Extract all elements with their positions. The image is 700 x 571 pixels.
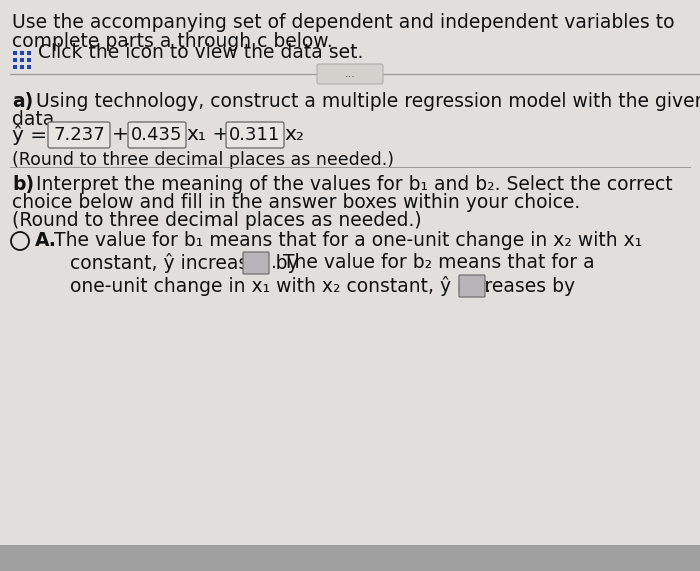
Text: x₁: x₁	[186, 126, 206, 144]
Text: (Round to three decimal places as needed.): (Round to three decimal places as needed…	[12, 151, 394, 169]
Bar	[12, 57, 17, 62]
Bar	[12, 50, 17, 55]
Bar	[19, 50, 24, 55]
Text: . The value for b₂ means that for a: . The value for b₂ means that for a	[271, 254, 594, 272]
Bar	[0, 545, 700, 571]
Text: 7.237: 7.237	[53, 126, 105, 144]
Text: ...: ...	[344, 69, 356, 79]
FancyBboxPatch shape	[128, 122, 186, 148]
Text: 0.311: 0.311	[230, 126, 281, 144]
Text: 0.435: 0.435	[132, 126, 183, 144]
FancyBboxPatch shape	[317, 64, 383, 84]
Text: a): a)	[12, 92, 34, 111]
Bar	[26, 50, 31, 55]
Text: +: +	[112, 126, 135, 144]
Text: Click the icon to view the data set.: Click the icon to view the data set.	[38, 43, 363, 62]
Bar	[26, 57, 31, 62]
Text: (Round to three decimal places as needed.): (Round to three decimal places as needed…	[12, 211, 421, 230]
FancyBboxPatch shape	[459, 275, 485, 297]
Bar	[19, 57, 24, 62]
Text: x₂: x₂	[284, 126, 304, 144]
Text: complete parts a through c below.: complete parts a through c below.	[12, 32, 332, 51]
Text: The value for b₁ means that for a one-unit change in x₂ with x₁: The value for b₁ means that for a one-un…	[54, 231, 643, 251]
Text: +: +	[206, 126, 236, 144]
Text: constant, ŷ increases by: constant, ŷ increases by	[70, 253, 304, 273]
Text: Interpret the meaning of the values for b₁ and b₂. Select the correct: Interpret the meaning of the values for …	[36, 175, 673, 194]
FancyBboxPatch shape	[48, 122, 110, 148]
Text: .: .	[485, 276, 491, 296]
Bar	[12, 64, 17, 69]
Text: Use the accompanying set of dependent and independent variables to: Use the accompanying set of dependent an…	[12, 13, 675, 32]
Text: Using technology, construct a multiple regression model with the given: Using technology, construct a multiple r…	[36, 92, 700, 111]
FancyBboxPatch shape	[243, 252, 269, 274]
FancyBboxPatch shape	[226, 122, 284, 148]
Text: data.: data.	[12, 110, 60, 129]
Text: A.: A.	[35, 231, 57, 251]
FancyBboxPatch shape	[0, 0, 700, 546]
Bar	[19, 64, 24, 69]
Bar	[26, 64, 31, 69]
Text: ŷ =: ŷ =	[12, 125, 53, 145]
Text: choice below and fill in the answer boxes within your choice.: choice below and fill in the answer boxe…	[12, 193, 580, 212]
Text: b): b)	[12, 175, 34, 194]
Text: one-unit change in x₁ with x₂ constant, ŷ increases by: one-unit change in x₁ with x₂ constant, …	[70, 276, 581, 296]
